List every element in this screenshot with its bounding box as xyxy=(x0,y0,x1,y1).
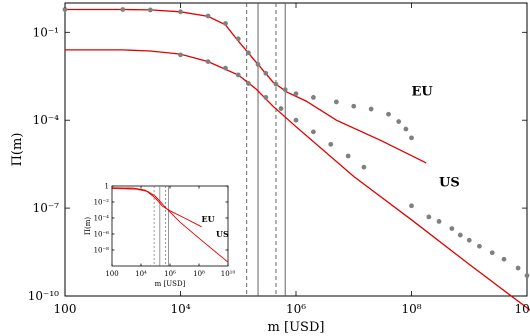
main-scatter-3-point-4 xyxy=(246,81,251,86)
main-scatter-1-point-18 xyxy=(396,119,402,124)
main-line-eu xyxy=(65,8,427,164)
main-scatter-3-point-15 xyxy=(449,226,455,231)
main-scatter-1-point-7 xyxy=(246,50,251,56)
inset-y-axis-title: Π(m) xyxy=(84,217,92,235)
main-x-tick-label-1: 10⁴ xyxy=(170,302,190,316)
inset-series-label-eu: EU xyxy=(202,214,215,224)
main-y-axis-title: Π(m) xyxy=(10,133,25,167)
inset-y-tick-label-0: 1 xyxy=(105,183,109,191)
inset-line-eu xyxy=(111,187,202,228)
main-scatter-3-point-10 xyxy=(345,153,351,159)
main-scatter-1-point-9 xyxy=(263,70,269,76)
inset-y-tick-label-1: 10⁻² xyxy=(94,199,110,207)
main-scatter-1-point-20 xyxy=(409,135,414,141)
main-scatter-1-point-16 xyxy=(368,106,374,112)
main-annotations: EU US xyxy=(412,84,460,190)
main-x-tick-label-4: 10¹⁰ xyxy=(515,302,530,316)
main-scatter-3-point-9 xyxy=(328,141,334,147)
main-x-tick-label-3: 10⁸ xyxy=(401,302,421,316)
main-scatter-1-point-8 xyxy=(255,62,261,67)
inset-series-label-us: US xyxy=(216,229,229,239)
main-scatter-1-point-1 xyxy=(120,7,126,12)
main-x-axis-title: m [USD] xyxy=(268,320,325,335)
main-scatter-3-point-1 xyxy=(205,59,211,64)
inset-vertical-lines xyxy=(153,186,169,266)
main-scatter-3-point-12 xyxy=(409,203,414,209)
main-scatter-3-point-8 xyxy=(310,129,316,135)
inset-y-tick-label-2: 10⁻⁴ xyxy=(94,215,110,223)
main-scatter-1-point-10 xyxy=(273,81,279,87)
main-scatter-3-point-16 xyxy=(457,232,463,238)
main-y-tick-label-2: 10⁻⁴ xyxy=(33,113,60,127)
main-scatter-3-point-11 xyxy=(361,164,367,170)
inset-series xyxy=(111,187,229,263)
inset-x-axis-title: m [USD] xyxy=(155,280,186,288)
main-scatter-3-point-5 xyxy=(263,95,269,100)
main-x-tick-label-2: 10⁶ xyxy=(286,302,306,316)
main-scatter-1-point-4 xyxy=(205,13,211,19)
main-vertical-lines xyxy=(246,3,286,296)
main-series xyxy=(62,7,530,311)
inset-x-tick-label-4: 10¹⁰ xyxy=(221,270,236,278)
main-scatter-3-point-3 xyxy=(235,72,241,78)
main-scatter-1-point-17 xyxy=(386,111,391,117)
inset-x-tick-label-2: 10⁶ xyxy=(164,270,176,278)
main-scatter-1-point-13 xyxy=(310,95,316,100)
main-scatter-3-point-6 xyxy=(278,106,284,111)
main-scatter-1-point-6 xyxy=(235,36,241,42)
main-ticks: 100 10⁴ 10⁶ 10⁸ 10¹⁰ 10⁻¹⁰ 10⁻⁷ 10⁻⁴ 10⁻¹ xyxy=(28,3,530,316)
main-scatter-3-point-18 xyxy=(477,243,482,249)
main-scatter-3-point-0 xyxy=(178,52,183,58)
main-scatter-3-point-14 xyxy=(436,219,442,224)
inset-x-tick-label-1: 10⁴ xyxy=(135,270,147,278)
main-scatter-3-point-13 xyxy=(426,214,432,220)
main-scatter-1-point-15 xyxy=(351,103,357,109)
main-scatter-3-point-7 xyxy=(293,117,299,123)
main-scatter-3-point-20 xyxy=(501,256,507,262)
inset-x-tick-label-0: 100 xyxy=(105,270,118,278)
main-scatter-1-point-2 xyxy=(147,7,153,13)
inset-ticks: 100 10⁴ 10⁶ 10⁸ 10¹⁰ 1 10⁻² 10⁻⁴ 10⁻⁶ 10⁻⁸ xyxy=(94,183,236,279)
inset-y-tick-label-3: 10⁻⁶ xyxy=(94,231,110,239)
main-scatter-1-point-12 xyxy=(293,91,299,97)
main-y-tick-label-0: 10⁻¹⁰ xyxy=(28,289,59,303)
main-scatter-3-point-21 xyxy=(515,265,521,271)
main-scatter-3-point-22 xyxy=(524,273,530,278)
main-scatter-1-point-3 xyxy=(178,9,183,15)
inset-line-us xyxy=(111,187,229,263)
main-y-tick-label-1: 10⁻⁷ xyxy=(33,201,60,215)
main-scatter-1-point-0 xyxy=(62,7,68,12)
inset-background xyxy=(111,185,229,267)
inset-x-tick-label-3: 10⁸ xyxy=(193,270,205,278)
main-scatter-1-point-19 xyxy=(403,126,409,132)
inset-y-tick-label-4: 10⁻⁸ xyxy=(94,247,110,255)
main-scatter-3-point-17 xyxy=(466,237,472,243)
main-scatter-1-point-5 xyxy=(223,21,228,26)
main-scatter-3-point-2 xyxy=(223,65,228,71)
main-y-tick-label-3: 10⁻¹ xyxy=(33,25,59,39)
main-line-us xyxy=(65,49,530,311)
main-scatter-1-point-14 xyxy=(333,99,339,105)
main-scatter-1-point-11 xyxy=(282,87,288,93)
main-series-label-us: US xyxy=(439,175,460,190)
main-x-tick-label-0: 100 xyxy=(54,302,77,316)
main-scatter-3-point-19 xyxy=(489,250,495,256)
main-series-label-eu: EU xyxy=(412,84,434,99)
